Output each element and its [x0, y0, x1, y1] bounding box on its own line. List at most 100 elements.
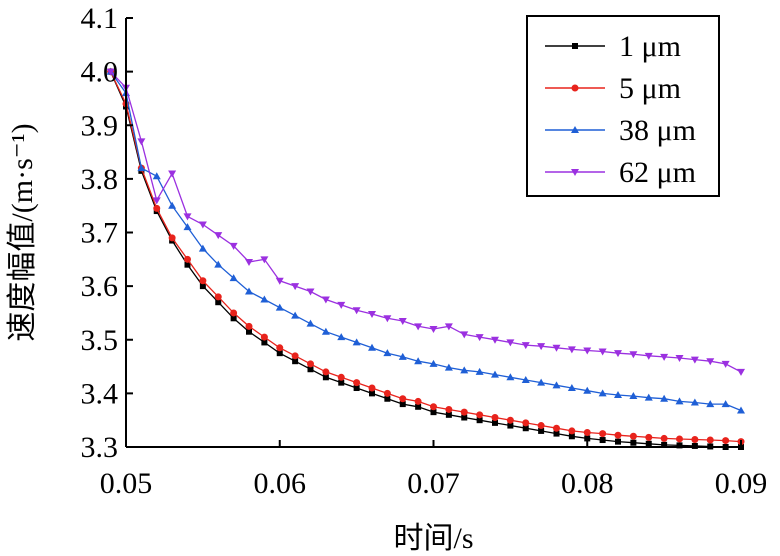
data-point: [337, 301, 346, 309]
data-point: [184, 255, 191, 263]
data-point: [369, 390, 375, 397]
data-point: [675, 397, 684, 405]
data-point: [444, 323, 453, 331]
x-tick-label: 0.08: [561, 467, 614, 500]
data-point: [353, 379, 361, 387]
data-point: [522, 425, 529, 432]
data-point: [153, 204, 161, 212]
axes-layer: 3.3 3.4 3.5 3.6 3.7 3.8 3.9 4.0 4.1 0.05 0.06 0.07 0…: [81, 2, 768, 500]
data-point: [630, 439, 637, 446]
x-tick-label: 0.05: [100, 467, 153, 500]
data-point: [383, 349, 392, 357]
data-point: [383, 389, 391, 397]
y-tick-label: 4.0: [81, 56, 119, 89]
data-point: [352, 307, 361, 315]
y-tick-label: 3.3: [81, 431, 119, 464]
data-point: [275, 303, 284, 311]
data-point: [445, 405, 453, 413]
data-point: [275, 277, 284, 285]
data-point: [521, 375, 530, 383]
data-point: [245, 258, 253, 266]
data-point: [721, 400, 730, 408]
data-point: [706, 400, 715, 408]
data-point: [414, 323, 423, 331]
data-point: [690, 398, 699, 406]
data-point: [583, 386, 592, 394]
data-point: [368, 384, 376, 392]
data-point: [506, 416, 514, 424]
data-point: [229, 274, 238, 282]
data-point: [538, 427, 545, 434]
data-point: [615, 438, 621, 445]
data-point: [507, 422, 514, 429]
y-axis-title: 速度幅值/(m·s⁻¹): [6, 123, 39, 341]
data-point: [415, 403, 422, 410]
data-point: [476, 411, 484, 419]
data-point: [291, 283, 300, 291]
data-point: [567, 346, 576, 354]
data-point: [199, 283, 206, 290]
data-point: [491, 370, 499, 378]
data-point: [476, 417, 483, 424]
data-point: [307, 366, 314, 373]
data-point: [430, 403, 437, 411]
data-point: [306, 288, 315, 296]
data-point: [368, 343, 376, 351]
data-point: [291, 352, 299, 360]
data-point: [537, 422, 545, 430]
data-point: [199, 277, 207, 285]
data-point: [676, 442, 683, 449]
data-point: [506, 373, 515, 381]
y-tick-label: 3.5: [81, 324, 119, 357]
y-tick-label: 3.9: [81, 109, 119, 142]
data-point: [398, 317, 407, 325]
data-point: [584, 435, 591, 442]
x-tick-label: 0.09: [715, 467, 768, 500]
data-point: [352, 338, 361, 346]
data-point: [183, 213, 192, 221]
data-point: [260, 256, 269, 264]
data-point: [645, 433, 653, 441]
data-point: [629, 392, 638, 400]
data-point: [214, 232, 223, 240]
data-point: [660, 394, 669, 402]
data-point: [614, 390, 622, 398]
data-point: [198, 244, 207, 252]
data-point: [414, 357, 423, 365]
data-point: [292, 358, 299, 365]
data-point: [583, 347, 592, 355]
data-point: [444, 363, 453, 371]
legend-label: 62 μm: [619, 156, 696, 189]
legend-marker: [572, 43, 578, 49]
data-point: [553, 430, 560, 437]
data-point: [152, 172, 161, 180]
data-point: [691, 435, 699, 443]
data-point: [660, 353, 669, 361]
data-point: [229, 242, 238, 250]
data-point: [152, 197, 161, 205]
data-point: [706, 436, 714, 444]
data-point: [429, 359, 438, 367]
data-point: [737, 368, 745, 376]
data-point: [322, 374, 329, 381]
data-point: [353, 385, 360, 392]
legend-label: 1 μm: [619, 30, 681, 63]
series-1: [107, 68, 745, 446]
data-point: [721, 360, 730, 368]
legend: 1 μm 5 μm 38 μm 62 μm: [526, 15, 720, 197]
y-tick-label: 3.4: [81, 377, 119, 410]
data-point: [384, 395, 391, 402]
data-point: [599, 430, 607, 438]
series-line: [110, 71, 742, 412]
data-point: [214, 260, 223, 268]
data-point: [137, 138, 146, 146]
data-point: [307, 360, 314, 368]
data-point: [337, 373, 345, 381]
series-3: [106, 68, 745, 376]
data-point: [553, 424, 560, 432]
y-tick-label: 3.6: [81, 270, 119, 303]
data-point: [276, 350, 283, 357]
data-point: [230, 315, 237, 322]
data-point: [460, 366, 469, 374]
